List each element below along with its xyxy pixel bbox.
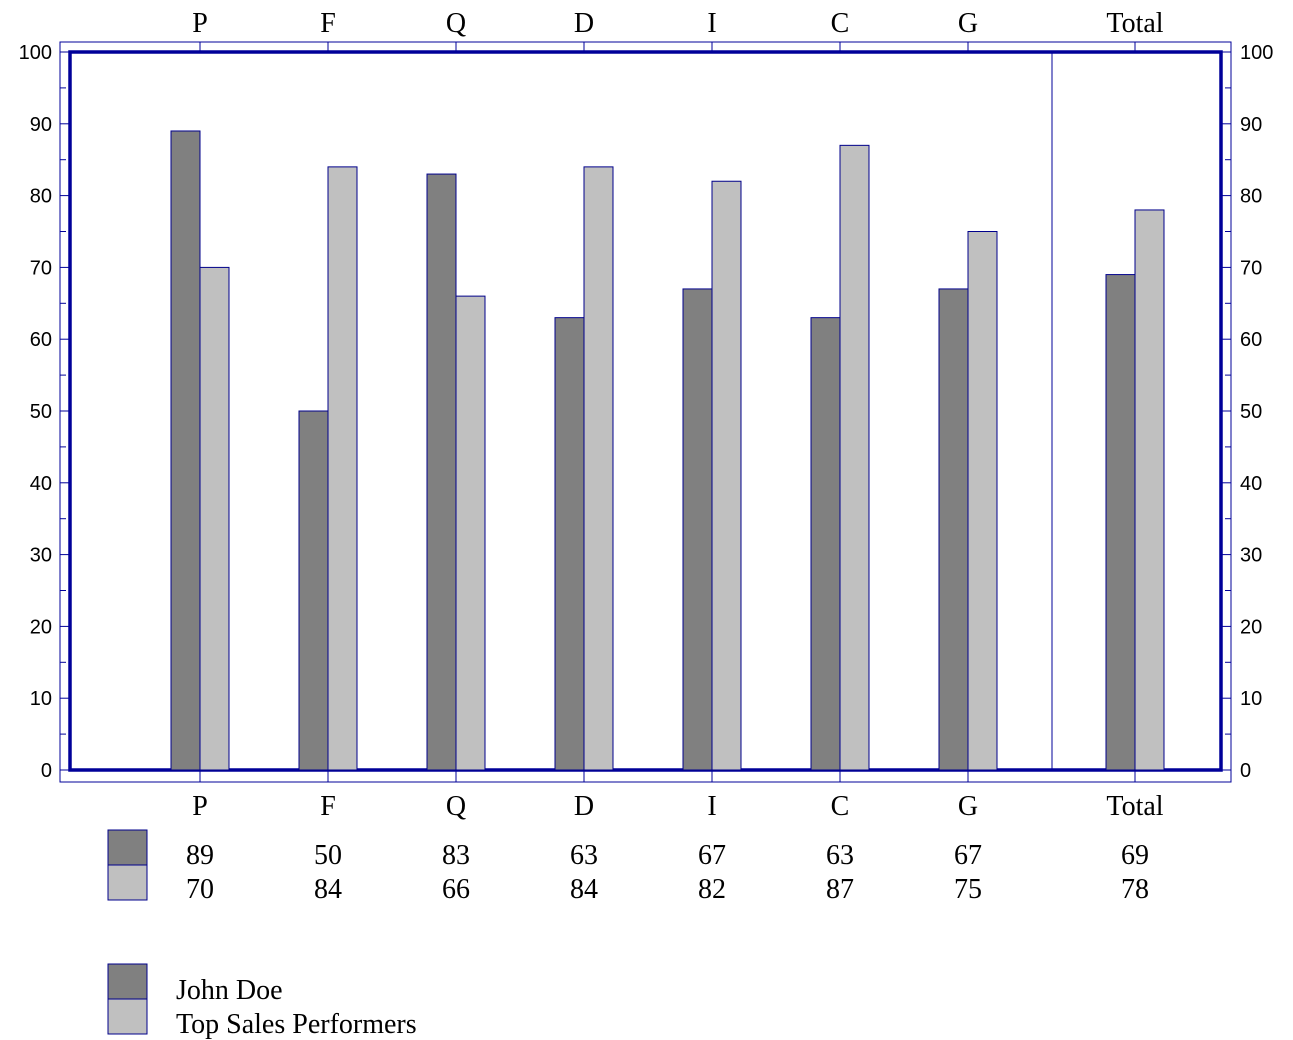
outer-frame — [59, 41, 1232, 783]
table-value: 87 — [826, 874, 854, 905]
table-swatch — [107, 864, 148, 901]
bar-top-sales-g — [967, 231, 998, 771]
x-label-bottom: C — [831, 791, 850, 822]
table-value: 82 — [698, 874, 726, 905]
y-tick-label-left: 60 — [30, 329, 52, 351]
legend-label: Top Sales Performers — [176, 1009, 417, 1040]
data-table: 89 50 83 63 67 63 67 69 70 84 66 84 82 87 75 78 — [107, 829, 1149, 905]
y-tick-label-right: 30 — [1240, 545, 1262, 567]
x-label-bottom: Total — [1106, 791, 1163, 822]
y-tick-label-right: 70 — [1240, 257, 1262, 279]
table-value: 67 — [954, 840, 982, 871]
y-tick-label-left: 30 — [30, 545, 52, 567]
bar-john-doe-g — [938, 288, 969, 771]
bar-top-sales-c — [839, 144, 870, 771]
y-tick-label-left: 70 — [30, 257, 52, 279]
x-label-bottom: D — [574, 791, 594, 822]
table-value: 70 — [186, 874, 214, 905]
bar-top-sales-q — [455, 295, 486, 771]
bar-john-doe-c — [810, 317, 841, 771]
legend-swatch — [107, 963, 148, 1000]
bar-top-sales-f — [327, 166, 358, 771]
x-label-top: P — [192, 8, 208, 39]
table-value: 83 — [442, 840, 470, 871]
x-label-top: D — [574, 8, 594, 39]
table-value: 50 — [314, 840, 342, 871]
table-value: 63 — [570, 840, 598, 871]
y-tick-label-right: 100 — [1240, 42, 1273, 64]
y-tick-label-right: 90 — [1240, 114, 1262, 136]
bar-john-doe-d — [554, 317, 585, 771]
x-label-top: C — [831, 8, 850, 39]
bar-john-doe-p — [170, 130, 201, 771]
x-label-bottom: F — [320, 791, 336, 822]
table-value: 69 — [1121, 840, 1149, 871]
y-tick-label-left: 100 — [19, 42, 52, 64]
x-label-bottom: P — [192, 791, 208, 822]
table-value: 75 — [954, 874, 982, 905]
table-value: 66 — [442, 874, 470, 905]
x-label-bottom: G — [958, 791, 978, 822]
bar-john-doe-i — [682, 288, 713, 771]
bar-john-doe-f — [298, 410, 329, 771]
chart-bars — [170, 130, 1165, 771]
y-tick-label-left: 80 — [30, 186, 52, 208]
y-tick-label-right: 0 — [1240, 760, 1251, 782]
x-label-bottom: I — [707, 791, 716, 822]
table-value: 63 — [826, 840, 854, 871]
y-tick-label-right: 80 — [1240, 186, 1262, 208]
y-tick-label-right: 60 — [1240, 329, 1262, 351]
legend-swatch — [107, 998, 148, 1035]
y-tick-label-left: 90 — [30, 114, 52, 136]
y-tick-label-right: 10 — [1240, 688, 1262, 710]
x-label-top: Q — [446, 8, 466, 39]
x-label-top: Total — [1106, 8, 1163, 39]
x-label-bottom: Q — [446, 791, 466, 822]
y-tick-label-right: 50 — [1240, 401, 1262, 423]
x-label-top: I — [707, 8, 716, 39]
y-tick-label-left: 50 — [30, 401, 52, 423]
table-value: 67 — [698, 840, 726, 871]
y-tick-label-left: 0 — [41, 760, 52, 782]
legend-label: John Doe — [176, 975, 283, 1006]
table-value: 84 — [570, 874, 598, 905]
chart-frame — [59, 41, 1232, 783]
x-label-top: F — [320, 8, 336, 39]
y-tick-label-left: 20 — [30, 616, 52, 638]
bar-top-sales-total — [1134, 209, 1165, 771]
bar-top-sales-d — [583, 166, 614, 771]
y-tick-label-left: 40 — [30, 473, 52, 495]
bar-john-doe-total — [1105, 274, 1136, 771]
y-tick-label-right: 20 — [1240, 616, 1262, 638]
table-value: 78 — [1121, 874, 1149, 905]
plot-frame — [68, 50, 1223, 772]
x-label-top: G — [958, 8, 978, 39]
bar-top-sales-p — [199, 266, 230, 771]
chart-ticks — [60, 42, 1231, 782]
table-value: 84 — [314, 874, 342, 905]
bar-top-sales-i — [711, 180, 742, 771]
bar-john-doe-q — [426, 173, 457, 771]
chart-labels: 0 0 10 10 20 20 30 30 40 40 50 50 60 60 70 70 80 80 90 90 10… — [19, 8, 1274, 822]
table-swatch — [107, 829, 148, 866]
y-tick-label-right: 40 — [1240, 473, 1262, 495]
y-tick-label-left: 10 — [30, 688, 52, 710]
table-value: 89 — [186, 840, 214, 871]
